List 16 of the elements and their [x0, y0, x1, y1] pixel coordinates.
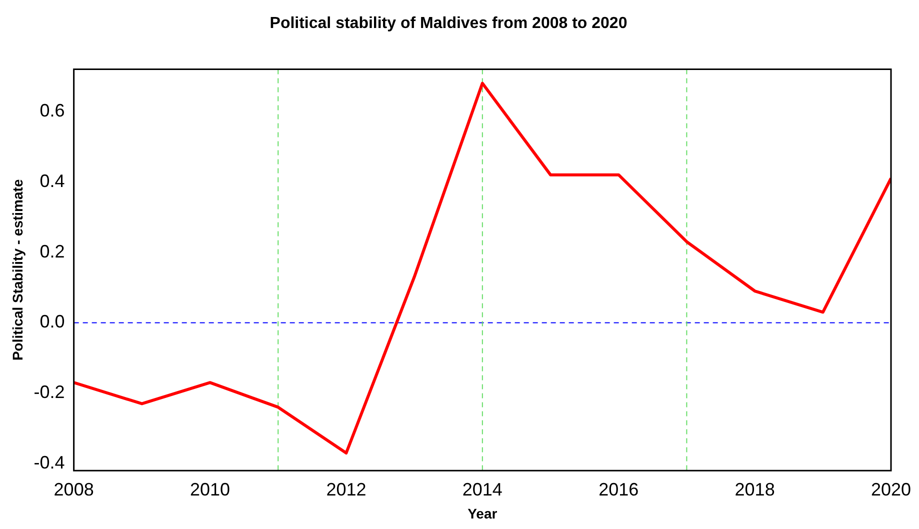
y-tick-label: 0.0 — [40, 312, 65, 332]
x-tick-label: 2018 — [734, 479, 775, 500]
y-tick-label: -0.2 — [34, 382, 65, 402]
y-tick-label: 0.2 — [40, 241, 65, 262]
y-tick-label: 0.6 — [40, 100, 65, 120]
x-tick-label: 2016 — [598, 479, 639, 500]
x-tick-label: 2010 — [190, 479, 230, 500]
chart-title: Political stability of Maldives from 2008 to 2020 — [270, 15, 628, 32]
y-tick-label: 0.4 — [40, 170, 65, 191]
x-tick-label: 2008 — [54, 479, 94, 500]
y-axis-title: Political Stability - estimate — [9, 179, 26, 361]
x-tick-label: 2012 — [326, 479, 366, 500]
x-tick-label: 2020 — [870, 479, 912, 500]
x-tick-label: 2014 — [462, 479, 502, 500]
y-tick-label: -0.4 — [34, 452, 65, 473]
x-axis-title: Year — [468, 505, 498, 522]
